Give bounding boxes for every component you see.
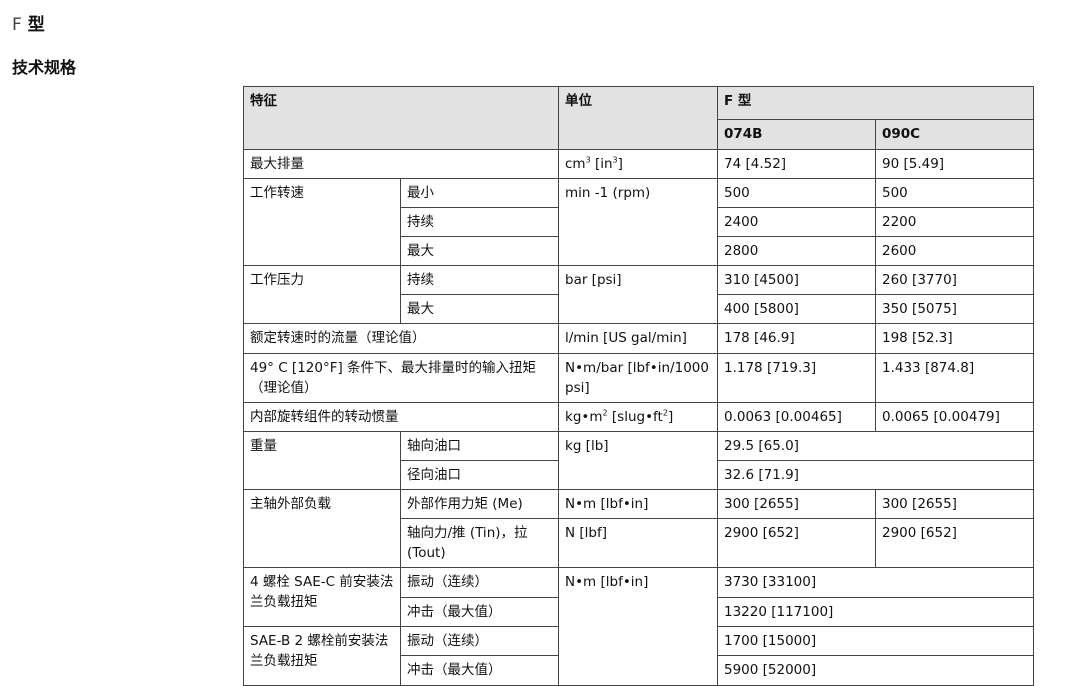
- table-cell: 500: [874, 178, 1035, 208]
- table-row: 最大 2800 2600: [244, 236, 1035, 266]
- spec-table: 特征 单位 F 型 074B 090C 最大排量 cm3 [in3] 74 [4…: [243, 86, 1035, 686]
- table-cell: 1700 [15000]: [716, 626, 1035, 656]
- table-row: 冲击（最大值） 13220 [117100]: [244, 597, 1035, 627]
- table-cell: 350 [5075]: [874, 294, 1035, 324]
- table-cell: 径向油口: [400, 460, 559, 490]
- table-cell: cm3 [in3]: [558, 149, 718, 179]
- table-cell: 5900 [52000]: [716, 655, 1035, 686]
- table-cell: kg [lb]: [558, 431, 718, 490]
- table-cell: 2800: [717, 236, 876, 266]
- table-row: 主轴外部负载 外部作用力矩 (Me) N•m [lbf•in] 300 [265…: [243, 489, 1035, 568]
- table-cell: 轴向油口: [400, 431, 559, 461]
- table-cell: bar [psi]: [558, 265, 718, 324]
- table-cell: 13220 [117100]: [716, 597, 1035, 627]
- table-cell: 4 螺栓 SAE-C 前安装法兰负载扭矩: [243, 567, 401, 627]
- table-row: 最大 400 [5800] 350 [5075]: [244, 294, 1035, 324]
- table-cell: 振动（连续）: [400, 567, 559, 598]
- header-090c: 090C: [874, 119, 1035, 150]
- table-cell: 90 [5.49]: [874, 149, 1035, 179]
- table-cell: 400 [5800]: [717, 294, 876, 324]
- table-row: 内部旋转组件的转动惯量 kg•m2 [slug•ft2] 0.0063 [0.0…: [243, 402, 1035, 432]
- table-cell: 冲击（最大值）: [400, 597, 559, 627]
- table-cell: N•m/bar [lbf•in/1000 psi]: [558, 353, 718, 403]
- table-cell: 198 [52.3]: [874, 323, 1035, 354]
- table-cell: 3730 [33100]: [716, 567, 1035, 598]
- table-cell: 0.0065 [0.00479]: [874, 402, 1035, 432]
- table-row: 持续 2400 2200: [244, 207, 1035, 237]
- header-unit: 单位: [558, 86, 718, 150]
- table-cell: N•m [lbf•in]: [558, 489, 718, 519]
- table-cell: 主轴外部负载: [243, 489, 401, 568]
- table-cell: 最大排量: [243, 149, 559, 179]
- table-row: 重量 轴向油口 kg [lb] 29.5 [65.0]: [243, 431, 1035, 490]
- table-cell: 内部旋转组件的转动惯量: [243, 402, 559, 432]
- table-cell: 2400: [717, 207, 876, 237]
- table-row: 4 螺栓 SAE-C 前安装法兰负载扭矩 振动（连续） N•m [lbf•in]…: [243, 567, 1035, 686]
- table-cell: 持续: [400, 265, 559, 295]
- table-cell: 额定转速时的流量（理论值）: [243, 323, 559, 354]
- table-row: 额定转速时的流量（理论值） l/min [US gal/min] 178 [46…: [243, 323, 1035, 354]
- table-row: 最大排量 cm3 [in3] 74 [4.52] 90 [5.49]: [243, 149, 1035, 179]
- table-cell: 260 [3770]: [874, 265, 1035, 295]
- table-cell: 最小: [400, 178, 559, 208]
- table-cell: 工作转速: [243, 178, 401, 266]
- table-cell: 2600: [874, 236, 1035, 266]
- page-title: F 型: [12, 15, 45, 35]
- table-cell: min -1 (rpm): [558, 178, 718, 266]
- table-cell: 重量: [243, 431, 401, 490]
- table-cell: 29.5 [65.0]: [716, 431, 1035, 461]
- table-cell: 振动（连续）: [400, 626, 559, 656]
- table-cell: 310 [4500]: [717, 265, 876, 295]
- table-cell: SAE-B 2 螺栓前安装法兰负载扭矩: [243, 626, 401, 686]
- table-cell: 外部作用力矩 (Me): [400, 489, 559, 519]
- table-cell: 2900 [652]: [874, 518, 1035, 568]
- table-cell: 32.6 [71.9]: [716, 460, 1035, 490]
- table-cell: 0.0063 [0.00465]: [717, 402, 876, 432]
- table-cell: 178 [46.9]: [717, 323, 876, 354]
- header-feature: 特征: [243, 86, 559, 150]
- table-cell: 工作压力: [243, 265, 401, 324]
- table-cell: 74 [4.52]: [717, 149, 876, 179]
- header-model: F 型: [716, 86, 1035, 120]
- table-cell: 1.433 [874.8]: [874, 353, 1035, 403]
- table-row: 径向油口 32.6 [71.9]: [244, 460, 1035, 490]
- table-cell: kg•m2 [slug•ft2]: [558, 402, 718, 432]
- table-cell: 持续: [400, 207, 559, 237]
- table-cell: 冲击（最大值）: [400, 655, 559, 686]
- table-cell: 1.178 [719.3]: [717, 353, 876, 403]
- table-row: 工作压力 持续 bar [psi] 310 [4500] 260 [3770]: [243, 265, 1035, 324]
- section-heading: 技术规格: [12, 58, 77, 77]
- table-cell: 300 [2655]: [717, 489, 876, 519]
- table-cell: l/min [US gal/min]: [558, 323, 718, 354]
- table-cell: 300 [2655]: [874, 489, 1035, 519]
- table-cell: N•m [lbf•in]: [558, 567, 718, 686]
- table-cell: 轴向力/推 (Tin)，拉 (Tout): [400, 518, 559, 568]
- table-row: 工作转速 最小 min -1 (rpm) 500 500: [243, 178, 1035, 266]
- table-cell: 最大: [400, 236, 559, 266]
- table-row: 49° C [120°F] 条件下、最大排量时的输入扭矩（理论值） N•m/ba…: [243, 353, 1035, 403]
- header-074b: 074B: [717, 119, 876, 150]
- table-cell: N [lbf]: [558, 518, 718, 568]
- table-cell: 2900 [652]: [717, 518, 876, 568]
- table-cell: 最大: [400, 294, 559, 324]
- table-cell: 49° C [120°F] 条件下、最大排量时的输入扭矩（理论值）: [243, 353, 559, 403]
- table-cell: 2200: [874, 207, 1035, 237]
- table-cell: 500: [717, 178, 876, 208]
- table-row: SAE-B 2 螺栓前安装法兰负载扭矩 振动（连续） 1700 [15000]: [243, 626, 1035, 686]
